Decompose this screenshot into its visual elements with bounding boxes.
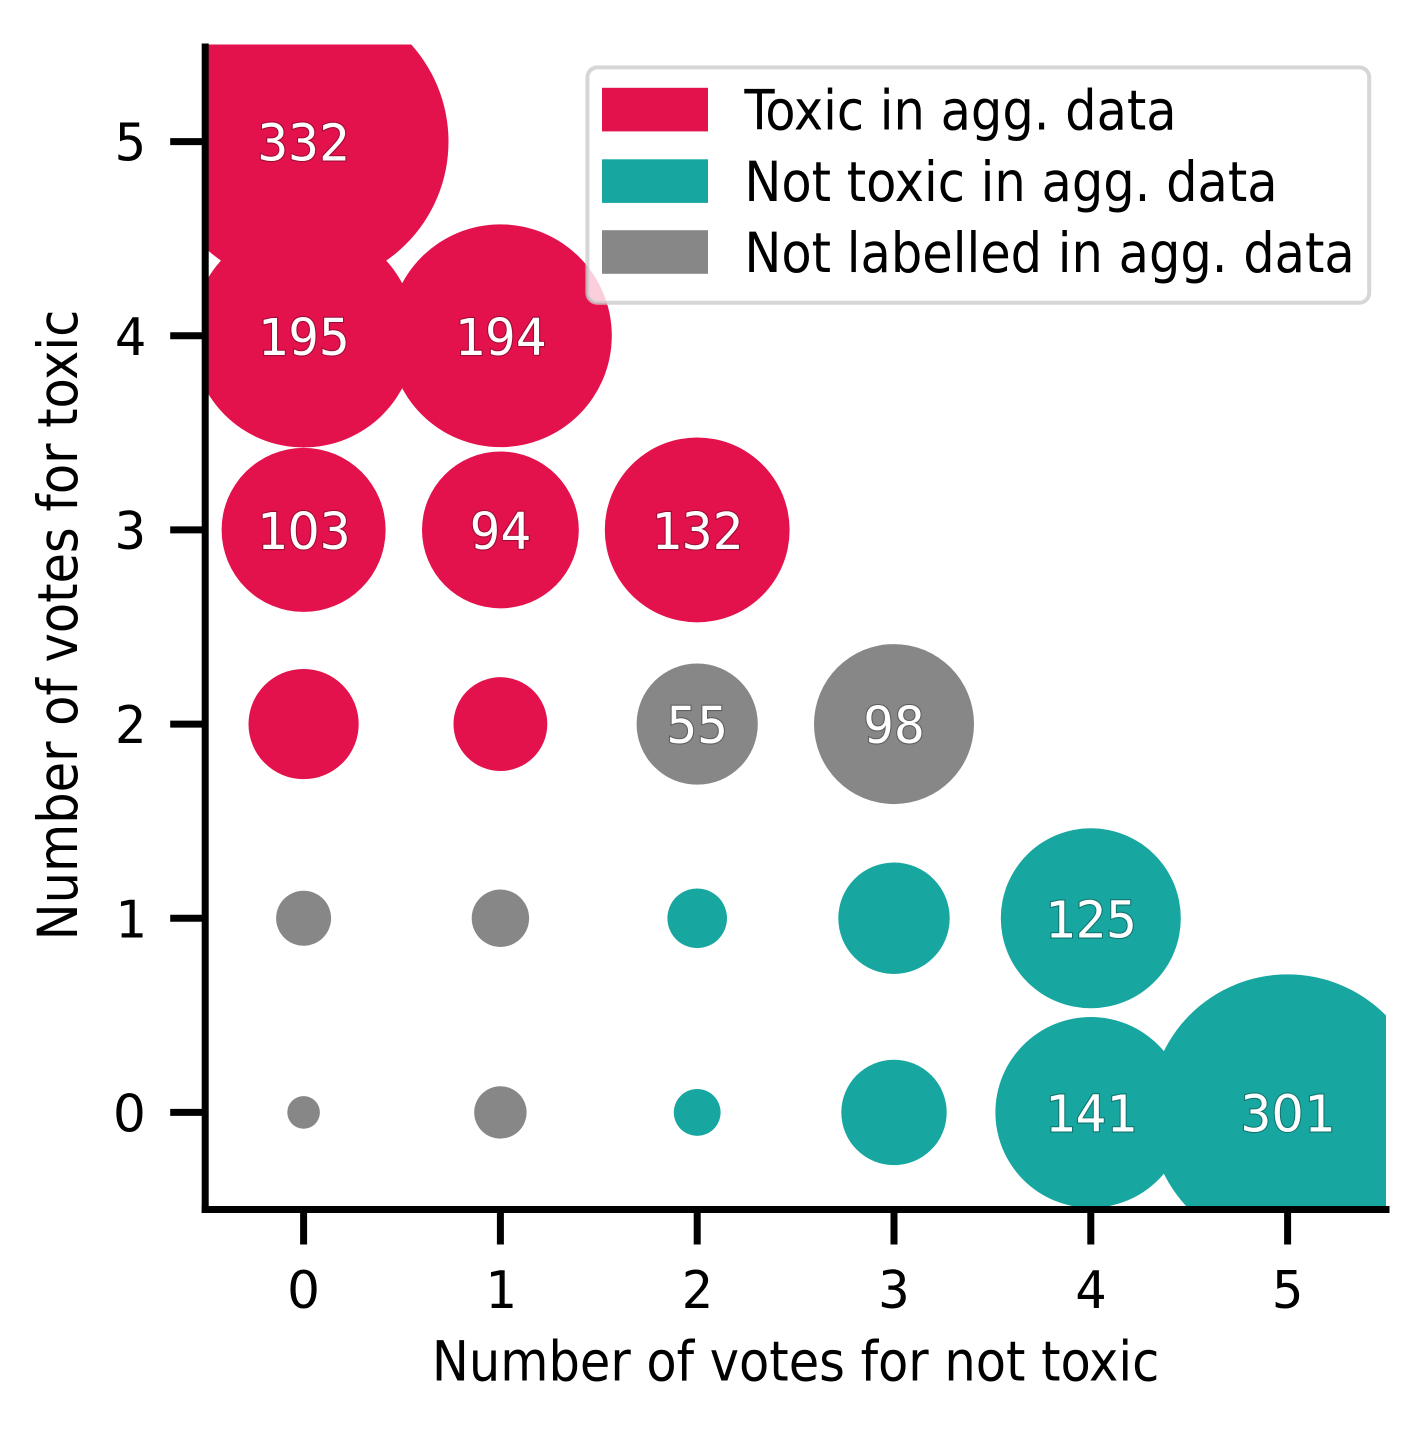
bubble-label-x1-y3: 94 (470, 503, 531, 562)
legend: Toxic in agg. data Not toxic in agg. data… (585, 65, 1372, 305)
y-tick-label-2: 2 (115, 696, 146, 756)
bubble-label-x4-y0: 141 (1045, 1085, 1137, 1144)
bubble-x2-y0 (673, 1089, 721, 1136)
bubble-x0-y5 (205, 44, 449, 287)
bubble-x5-y0 (1149, 974, 1387, 1210)
bubble-x0-y4 (205, 224, 416, 448)
axes-spines (201, 43, 1390, 1213)
bubble-x3-y2 (814, 644, 974, 805)
bubble-x3-y0 (841, 1059, 947, 1166)
x-tick-label-2: 2 (682, 1261, 713, 1321)
y-tick-label-0: 0 (113, 1084, 146, 1144)
x-tick-label-5: 5 (1272, 1261, 1303, 1321)
bubble-x2-y2 (636, 663, 758, 785)
y-tick-label-3: 3 (115, 502, 146, 562)
y-axis-label: Number of votes for toxic (26, 310, 90, 941)
bubble-label-x2-y3: 132 (651, 503, 743, 562)
bubble-x1-y2 (453, 677, 548, 771)
bubble-x4-y0 (995, 1017, 1187, 1208)
bubble-label-x3-y2: 98 (863, 697, 924, 756)
bubble-label-x0-y5: 332 (258, 115, 350, 174)
bubble-x0-y0 (287, 1096, 320, 1129)
bubbles-layer (205, 44, 1387, 1210)
x-axis-label: Number of votes for not toxic (432, 1329, 1159, 1393)
legend-swatch-not_toxic (602, 159, 708, 203)
bubble-x2-y1 (667, 888, 727, 949)
legend-label-not_toxic: Not toxic in agg. data (744, 150, 1277, 214)
bubble-x0-y3 (221, 447, 386, 612)
legend-frame (585, 65, 1372, 305)
bubble-x0-y1 (276, 890, 332, 946)
x-tick-label-1: 1 (485, 1261, 516, 1321)
bubble-x2-y3 (604, 437, 790, 623)
bubble-x1-y4 (389, 224, 612, 448)
bubble-label-x0-y4: 195 (258, 309, 350, 368)
bubble-x4-y1 (1000, 828, 1181, 1009)
bubble-label-x1-y4: 194 (454, 309, 546, 368)
axes-ticks (170, 138, 1292, 1245)
x-tick-label-4: 4 (1075, 1261, 1106, 1321)
bubble-x1-y3 (422, 451, 579, 609)
x-tick-label-3: 3 (878, 1261, 909, 1321)
y-tick-label-5: 5 (115, 114, 146, 174)
y-tick-label-4: 4 (115, 308, 146, 368)
bubble-label-x2-y2: 55 (666, 697, 727, 756)
x-tick-label-0: 0 (287, 1261, 320, 1321)
legend-label-toxic: Toxic in agg. data (743, 79, 1176, 143)
tick-labels: 0 1 2 3 4 5 0 1 2 3 4 5 (113, 114, 1303, 1321)
bubble-x1-y0 (474, 1086, 527, 1139)
y-tick-label-1: 1 (115, 890, 146, 950)
legend-swatch-not_labelled (602, 230, 708, 274)
legend-swatch-toxic (602, 87, 708, 132)
bubble-x0-y2 (248, 668, 359, 780)
bubble-label-x4-y1: 125 (1045, 891, 1137, 950)
bubble-label-x0-y3: 103 (257, 503, 351, 562)
legend-label-not_labelled: Not labelled in agg. data (744, 221, 1354, 285)
bubble-x1-y1 (471, 889, 530, 947)
bubble-label-x5-y0: 301 (1241, 1085, 1335, 1144)
bubble-labels-layer: 332 195 194 103 94 132 55 98 125 141 301 (256, 113, 1336, 1145)
bubble-x3-y1 (838, 862, 950, 974)
